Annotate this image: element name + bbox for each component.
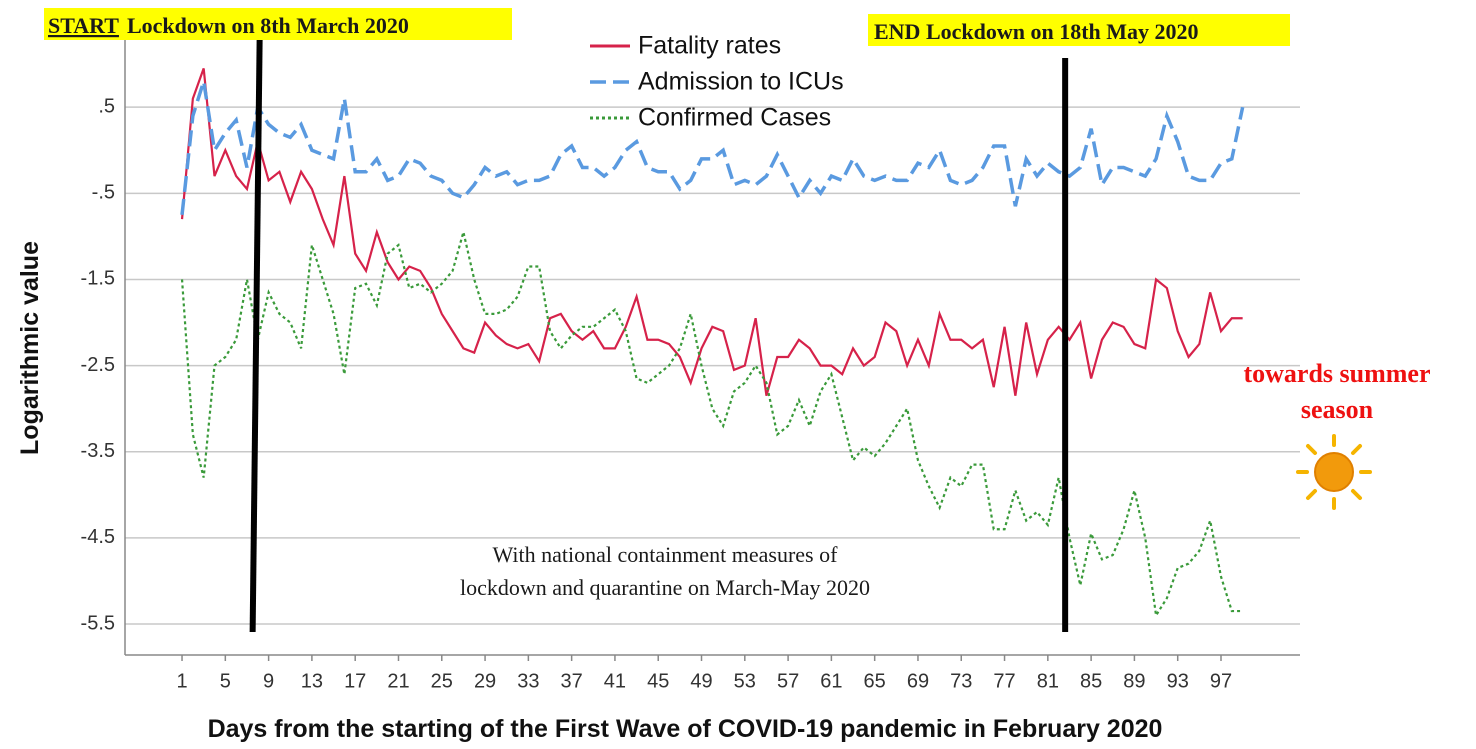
x-tick-label: 5 [220,670,231,692]
x-tick-label: 45 [647,670,669,692]
sun-icon [1296,434,1372,510]
y-tick-label: -3.5 [81,440,115,462]
center-annotation: lockdown and quarantine on March-May 202… [460,575,870,600]
y-tick-label: -2.5 [81,354,115,376]
series-line [180,80,1245,216]
x-tick-label: 97 [1210,670,1232,692]
x-tick-label: 1 [176,670,187,692]
x-tick-label: 41 [604,670,626,692]
center-annotation: With national containment measures of [493,542,839,567]
y-tick-label: -5.5 [81,612,115,634]
y-tick-label: -.5 [92,182,115,204]
x-tick-label: 61 [820,670,842,692]
x-tick-label: 9 [263,670,274,692]
x-tick-label: 65 [864,670,886,692]
x-tick-label: 77 [993,670,1015,692]
end-annotation: END Lockdown on 18th May 2020 [874,19,1199,44]
summer-annotation: season [1301,395,1374,424]
x-tick-label: 25 [431,670,453,692]
summer-annotation: towards summer [1243,359,1430,388]
start-word: START [48,13,119,38]
x-tick-label: 69 [907,670,929,692]
x-tick-label: 93 [1167,670,1189,692]
y-tick-label: .5 [98,95,115,117]
x-tick-label: 89 [1123,670,1145,692]
annotation-highlight [868,14,1290,46]
annotation-highlight [44,8,512,40]
x-tick-label: 37 [561,670,583,692]
x-tick-label: 81 [1037,670,1059,692]
x-tick-label: 13 [301,670,323,692]
x-tick-label: 85 [1080,670,1102,692]
lockdown-line [249,39,263,633]
x-tick-label: 53 [734,670,756,692]
y-tick-label: -1.5 [81,268,115,290]
y-tick-label: -4.5 [81,526,115,548]
legend-label: Admission to ICUs [638,68,844,96]
x-tick-label: 29 [474,670,496,692]
start-annotation: START Lockdown on 8th March 2020 [48,13,409,38]
x-tick-label: 49 [690,670,712,692]
legend-label: Confirmed Cases [638,104,831,132]
x-tick-label: 21 [387,670,409,692]
x-tick-label: 17 [344,670,366,692]
x-tick-label: 33 [517,670,539,692]
x-tick-label: 57 [777,670,799,692]
start-text: Lockdown on 8th March 2020 [127,13,409,38]
legend-label: Fatality rates [638,32,781,60]
x-tick-label: 73 [950,670,972,692]
y-axis-label: Logarithmic value [16,241,44,455]
x-axis-label: Days from the starting of the First Wave… [208,715,1163,743]
